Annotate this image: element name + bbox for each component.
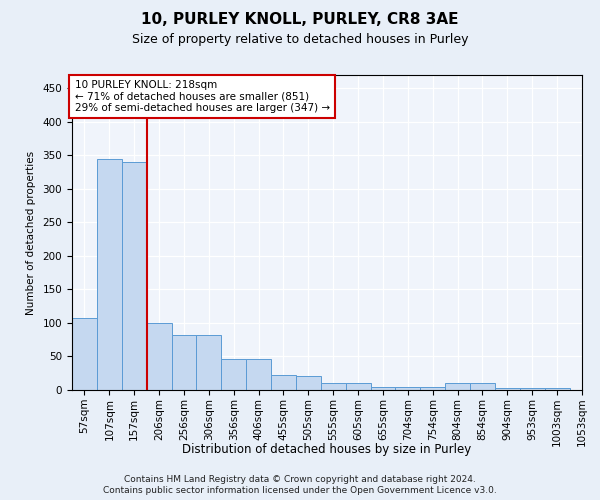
Text: 10, PURLEY KNOLL, PURLEY, CR8 3AE: 10, PURLEY KNOLL, PURLEY, CR8 3AE [141, 12, 459, 28]
Text: Contains public sector information licensed under the Open Government Licence v3: Contains public sector information licen… [103, 486, 497, 495]
Bar [146, 323, 172, 390]
Bar [420, 386, 445, 390]
Bar [172, 335, 196, 390]
Text: Size of property relative to detached houses in Purley: Size of property relative to detached ho… [132, 32, 468, 46]
Bar [221, 358, 246, 390]
Bar [470, 384, 495, 390]
Bar [445, 384, 470, 390]
Bar [72, 318, 97, 390]
Bar [97, 159, 122, 390]
Bar [545, 388, 569, 390]
Bar [371, 386, 395, 390]
Bar [346, 384, 371, 390]
Bar [246, 358, 271, 390]
Bar [520, 388, 545, 390]
Bar [122, 162, 146, 390]
Text: Distribution of detached houses by size in Purley: Distribution of detached houses by size … [182, 442, 472, 456]
Bar [495, 388, 520, 390]
Bar [271, 376, 296, 390]
Bar [196, 335, 221, 390]
Text: 10 PURLEY KNOLL: 218sqm
← 71% of detached houses are smaller (851)
29% of semi-d: 10 PURLEY KNOLL: 218sqm ← 71% of detache… [74, 80, 329, 113]
Bar [321, 384, 346, 390]
Text: Contains HM Land Registry data © Crown copyright and database right 2024.: Contains HM Land Registry data © Crown c… [124, 475, 476, 484]
Bar [296, 376, 321, 390]
Bar [395, 386, 420, 390]
Y-axis label: Number of detached properties: Number of detached properties [26, 150, 35, 314]
